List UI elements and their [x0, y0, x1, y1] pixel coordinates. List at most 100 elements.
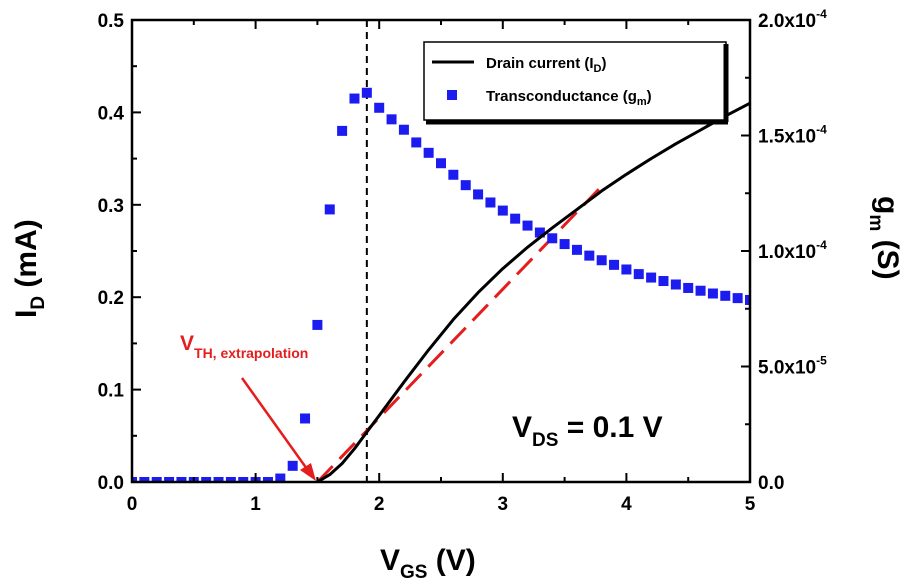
vth-annotation: VTH, extrapolation — [180, 332, 308, 361]
legend-box — [423, 41, 727, 121]
legend-gm-end: ) — [647, 88, 652, 105]
vth-arrow-shaft — [240, 377, 314, 477]
y-left-tick-label: 0.1 — [98, 381, 125, 402]
transconductance-point — [584, 250, 595, 261]
y-right-tick-label: 2.0x10-4 — [758, 7, 827, 32]
y-right-tick-label: 1.5x10-4 — [758, 123, 827, 148]
transconductance-point — [596, 255, 607, 266]
vth-sub: TH, extrapolation — [194, 345, 308, 361]
transconductance-point — [522, 220, 533, 231]
transconductance-point — [621, 264, 632, 275]
legend-gm-name: Transconductance (g — [486, 88, 637, 105]
transconductance-point — [683, 282, 694, 293]
transconductance-point — [287, 460, 298, 471]
legend-swatch-transconductance — [447, 90, 457, 100]
transconductance-point — [510, 213, 521, 224]
axis-ticks: 0 1 2 3 4 50.00.10.20.30.40.50.05.0x10-51.0x1… — [98, 7, 828, 515]
transconductance-point — [707, 288, 718, 299]
y-right-tick-base: 1.5x10 — [758, 127, 816, 148]
transconductance-point — [349, 93, 360, 104]
y-right-axis-title: gm (S) — [865, 196, 904, 280]
legend-gm-sub: m — [637, 96, 647, 108]
y-right-tick-exponent: -4 — [816, 238, 827, 252]
transconductance-point — [337, 125, 348, 136]
legend-label-transconductance: Transconductance (gm) — [486, 88, 652, 108]
plot-area — [132, 20, 750, 482]
y-right-axis-title-unit: (S) — [871, 231, 904, 279]
transconductance-point — [609, 259, 620, 270]
transconductance-point — [398, 124, 409, 135]
y-left-axis-title-main: I — [10, 310, 43, 318]
y-left-tick-label: 0.5 — [98, 11, 125, 32]
x-tick-label: 0 — [127, 494, 138, 515]
transconductance-point — [151, 477, 162, 482]
legend-drain-name: Drain current (I — [486, 55, 594, 72]
transconductance-point — [732, 293, 743, 304]
vds-annotation: VDS = 0.1 V — [512, 411, 663, 451]
vth-arrow-head — [300, 463, 316, 481]
x-tick-label: 1 — [250, 494, 261, 515]
y-left-axis-title: ID (mA) — [10, 219, 49, 318]
drain-current-line — [316, 101, 750, 482]
transconductance-point — [164, 477, 175, 482]
transconductance-point — [745, 294, 750, 305]
legend-drain-end: ) — [601, 55, 606, 72]
transconductance-point — [213, 477, 224, 482]
transconductance-point — [571, 244, 582, 255]
y-right-tick-base: 5.0x10 — [758, 358, 816, 379]
y-left-tick-label: 0.0 — [98, 473, 124, 494]
y-right-tick-base: 2.0x10 — [758, 11, 816, 32]
transconductance-point — [324, 204, 335, 215]
x-axis-title-sub: GS — [400, 562, 427, 583]
x-axis-title-main: V — [380, 544, 400, 577]
y-right-tick-base: 1.0x10 — [758, 242, 816, 263]
transconductance-point — [300, 413, 311, 424]
transconductance-point — [695, 285, 706, 296]
y-right-tick-exponent: -4 — [816, 123, 827, 137]
y-right-tick-label: 1.0x10-4 — [758, 238, 827, 263]
transconductance-point — [448, 169, 459, 180]
vds-sub: DS — [532, 430, 558, 451]
y-right-axis-title-sub: m — [865, 214, 886, 231]
transconductance-point — [374, 102, 385, 113]
transconductance-point — [312, 319, 323, 330]
transconductance-point — [460, 180, 471, 191]
y-right-tick-exponent: -5 — [816, 354, 827, 368]
x-tick-label: 5 — [745, 494, 756, 515]
transconductance-point — [646, 272, 657, 283]
transconductance-point — [176, 477, 187, 482]
transconductance-point — [534, 227, 545, 238]
y-right-tick-label: 0.0 — [758, 473, 784, 494]
legend-label-drain-current: Drain current (ID) — [486, 55, 606, 75]
y-left-tick-label: 0.3 — [98, 196, 124, 217]
transconductance-point — [485, 197, 496, 208]
transconductance-point — [473, 189, 484, 200]
y-right-axis-title-main: g — [871, 196, 904, 214]
transconductance-point — [497, 205, 508, 216]
transconductance-point — [423, 147, 434, 158]
transconductance-point — [720, 290, 731, 301]
y-left-tick-label: 0.2 — [98, 288, 124, 309]
legend-drain-sub: D — [594, 63, 602, 75]
vds-main: V — [512, 411, 532, 444]
transconductance-point — [201, 477, 212, 482]
y-left-axis-title-unit: (mA) — [10, 219, 43, 296]
x-tick-label: 4 — [621, 494, 632, 515]
transconductance-point — [658, 276, 669, 287]
y-right-tick-label: 5.0x10-5 — [758, 354, 827, 379]
transconductance-point — [633, 269, 644, 280]
y-left-tick-label: 0.4 — [98, 103, 125, 124]
x-axis-title: VGS (V) — [380, 544, 476, 583]
transconductance-point — [411, 137, 422, 148]
x-axis-title-unit: (V) — [427, 544, 475, 577]
transconductance-point — [275, 473, 286, 482]
transconductance-point — [132, 477, 137, 482]
x-tick-label: 2 — [374, 494, 385, 515]
transconductance-point — [225, 477, 236, 482]
y-right-tick-base: 0.0 — [758, 473, 784, 494]
vds-rest: = 0.1 V — [558, 411, 662, 444]
transconductance-point — [547, 233, 558, 244]
transconductance-point — [139, 477, 150, 482]
y-right-tick-exponent: -4 — [816, 7, 827, 21]
transconductance-point — [262, 477, 273, 482]
